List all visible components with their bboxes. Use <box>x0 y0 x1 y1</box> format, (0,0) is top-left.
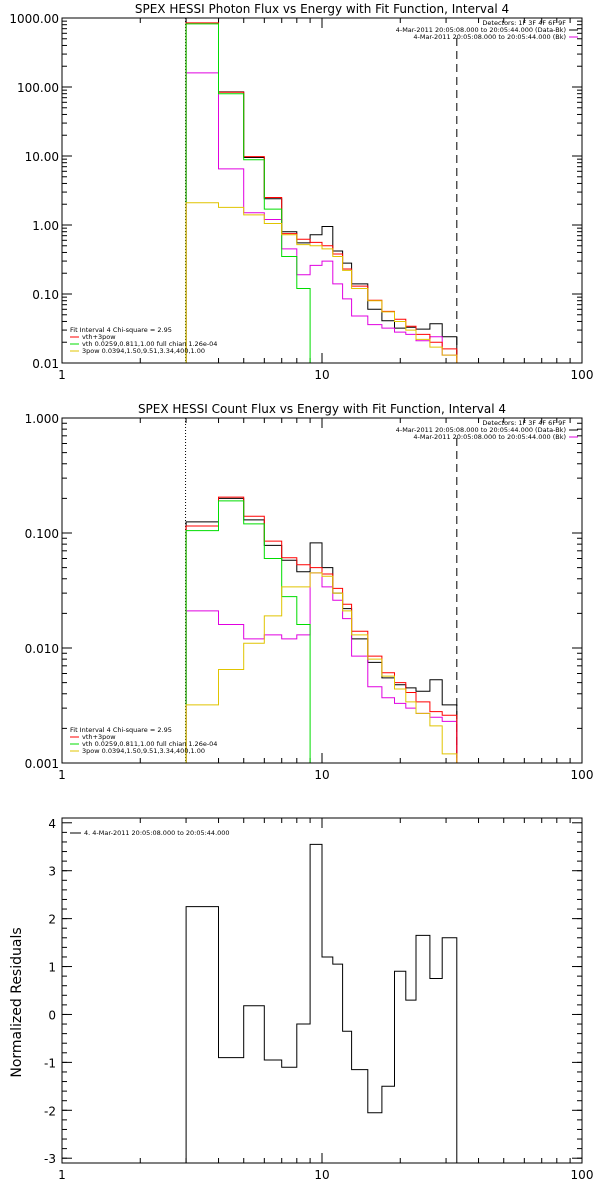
x-tick-label: 10 <box>314 768 329 782</box>
x-tick-label: 10 <box>314 1168 329 1182</box>
y-tick-label: 1000.00 <box>9 12 59 26</box>
series-bk <box>185 572 458 763</box>
series-bk <box>185 72 458 363</box>
x-tick-label: 1 <box>58 368 66 382</box>
info-line: 4-Mar-2011 20:05:08.000 to 20:05:44.000 … <box>396 426 566 434</box>
y-axis-label: Normalized Residuals <box>9 927 25 1077</box>
series-series0 <box>185 843 458 1163</box>
chart-title: SPEX HESSI Photon Flux vs Energy with Fi… <box>135 2 509 16</box>
info-line: Detectors: 1F 3F 4F 6F 9F <box>482 419 566 427</box>
y-tick-label: 0.001 <box>25 757 59 771</box>
info-line: 4-Mar-2011 20:05:08.000 to 20:05:44.000 … <box>396 26 566 34</box>
info-line: 4-Mar-2011 20:05:08.000 to 20:05:44.000 … <box>413 33 566 41</box>
series-data-bk <box>185 497 458 763</box>
y-tick-label: 1 <box>48 961 56 975</box>
series-data-bk <box>185 18 458 363</box>
info-line: Detectors: 1F 3F 4F 6F 9F <box>482 19 566 27</box>
y-tick-label: 0 <box>48 1008 56 1022</box>
plot-area <box>185 496 458 763</box>
series-vth-3pow <box>185 496 458 763</box>
y-tick-label: -3 <box>44 1152 56 1166</box>
count-flux-panel: SPEX HESSI Count Flux vs Energy with Fit… <box>25 402 594 782</box>
y-tick-label: 1.00 <box>32 219 59 233</box>
x-tick-label: 10 <box>314 368 329 382</box>
legend-entry: vth+3pow <box>82 733 116 741</box>
y-tick-label: 3 <box>48 865 56 879</box>
legend-entry: 3pow 0.0394,1.50,9.51,3.34,400,1.00 <box>82 347 205 355</box>
series-vth <box>185 23 322 363</box>
y-tick-label: -1 <box>44 1056 56 1070</box>
series-3pow <box>185 202 458 363</box>
x-tick-label: 100 <box>571 368 594 382</box>
y-tick-label: 0.10 <box>32 288 59 302</box>
x-tick-label: 1 <box>58 768 66 782</box>
plot-frame <box>61 417 583 764</box>
y-tick-label: 0.100 <box>25 527 59 541</box>
series-vth <box>185 500 322 763</box>
x-tick-label: 1 <box>58 1168 66 1182</box>
y-tick-label: 0.010 <box>25 642 59 656</box>
y-tick-label: 2 <box>48 913 56 927</box>
legend-entry: vth 0.0259,0.811,1.00 full chian 1.26e-0… <box>82 740 217 748</box>
y-tick-label: 10.00 <box>25 150 59 164</box>
y-tick-label: -2 <box>44 1104 56 1118</box>
plot-frame <box>61 17 583 364</box>
y-tick-label: 0.01 <box>32 357 59 371</box>
fit-label: Fit Interval 4 Chi-square = 2.95 <box>70 726 172 734</box>
fit-label: Fit Interval 4 Chi-square = 2.95 <box>70 326 172 334</box>
legend-entry: vth 0.0259,0.811,1.00 full chian 1.26e-0… <box>82 340 217 348</box>
legend-entry: 3pow 0.0394,1.50,9.51,3.34,400,1.00 <box>82 747 205 755</box>
y-tick-label: 4 <box>48 817 56 831</box>
y-tick-label: 1.000 <box>25 412 59 426</box>
chart-title: SPEX HESSI Count Flux vs Energy with Fit… <box>138 402 506 416</box>
plot-frame <box>61 817 583 1164</box>
y-tick-label: 100.00 <box>17 81 59 95</box>
series-vth-3pow <box>185 22 458 363</box>
x-tick-label: 100 <box>571 1168 594 1182</box>
legend-entry: vth+3pow <box>82 333 116 341</box>
photon-flux-panel: SPEX HESSI Photon Flux vs Energy with Fi… <box>9 2 593 382</box>
plot-area <box>185 18 458 363</box>
series-3pow <box>185 572 458 763</box>
legend-entry: 4. 4-Mar-2011 20:05:08.000 to 20:05:44.0… <box>84 829 230 837</box>
plot-area <box>185 843 458 1163</box>
residuals-panel: 1 10 100 -3 -2 -1 0 1 2 3 4 Normalized Residuals 4. … <box>9 817 593 1182</box>
x-tick-label: 100 <box>571 768 594 782</box>
info-line: 4-Mar-2011 20:05:08.000 to 20:05:44.000 … <box>413 433 566 441</box>
